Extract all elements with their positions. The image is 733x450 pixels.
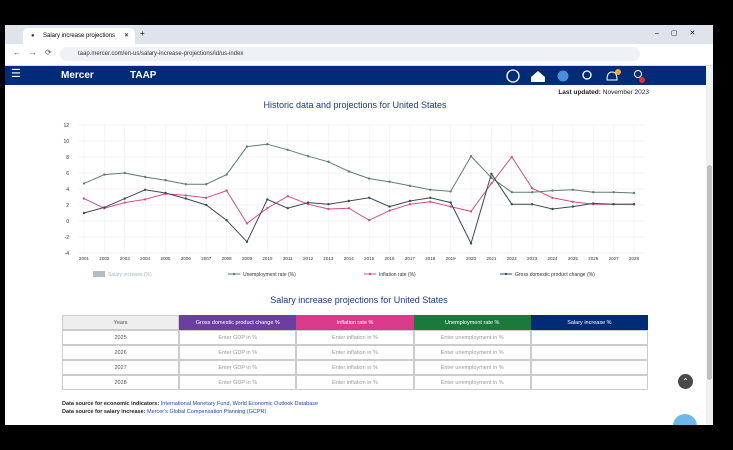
input-cell[interactable]: Enter inflation in % xyxy=(296,345,414,360)
badge xyxy=(639,77,645,83)
url: taap.mercer.com/en-us/salary-increase-pr… xyxy=(78,51,244,57)
last-updated-label: Last updated: xyxy=(558,89,601,96)
input-cell[interactable]: Enter unemployment in % xyxy=(413,360,531,375)
tab[interactable]: ● Salary increase projections ✕ xyxy=(23,28,135,44)
chat-button[interactable] xyxy=(673,414,697,425)
search-icon[interactable] xyxy=(582,70,592,80)
year-cell: 2028 xyxy=(62,375,180,390)
bell-icon[interactable] xyxy=(606,71,618,81)
sources: Data source for economic indicators: Int… xyxy=(62,400,318,416)
input-cell[interactable]: Enter unemployment in % xyxy=(413,345,531,360)
new-tab[interactable]: + xyxy=(140,29,145,38)
table-header: Gross domestic product change % xyxy=(179,315,297,330)
year-cell: 2025 xyxy=(62,330,180,345)
tab-icon: ● xyxy=(31,33,35,39)
input-cell[interactable] xyxy=(530,345,648,360)
source-line: Data source for salary increase: Mercer'… xyxy=(62,408,318,416)
input-cell[interactable]: Enter GDP in % xyxy=(179,360,297,375)
source-link[interactable]: Mercer's Global Compensation Planning (G… xyxy=(147,409,267,415)
input-cell[interactable]: Enter inflation in % xyxy=(296,360,414,375)
source-link[interactable]: International Monetary Fund, World Econo… xyxy=(160,401,319,407)
scroll-thumb[interactable] xyxy=(707,165,712,380)
input-cell[interactable] xyxy=(530,360,648,375)
nav-buttons[interactable]: ←→⟳ xyxy=(13,48,60,57)
info-icon[interactable] xyxy=(506,69,520,83)
address-bar[interactable]: taap.mercer.com/en-us/salary-increase-pr… xyxy=(60,47,640,61)
nav-icons xyxy=(506,69,645,83)
table-header: Salary increase % xyxy=(530,315,648,330)
scroll-top-button[interactable]: ⌃ xyxy=(678,374,693,389)
last-updated: Last updated: November 2023 xyxy=(558,89,649,96)
input-cell[interactable]: Enter GDP in % xyxy=(179,375,297,390)
tab-title: Salary increase projections xyxy=(43,33,116,39)
address-bar-row: ←→⟳ taap.mercer.com/en-us/salary-increas… xyxy=(5,44,713,66)
source-label: Data source for salary increase: xyxy=(62,409,146,415)
browser-window: ● Salary increase projections ✕ + –▢✕ ←→… xyxy=(5,25,713,425)
input-cell[interactable] xyxy=(530,330,648,345)
input-cell[interactable]: Enter inflation in % xyxy=(296,330,414,345)
badge xyxy=(615,69,621,75)
input-cell[interactable]: Enter unemployment in % xyxy=(413,330,531,345)
home-icon[interactable] xyxy=(531,71,545,82)
last-updated-value: November 2023 xyxy=(602,89,649,96)
table-header: Inflation rate % xyxy=(296,315,414,330)
input-cell[interactable]: Enter inflation in % xyxy=(296,375,414,390)
tab-close[interactable]: ✕ xyxy=(123,33,129,39)
year-cell: 2027 xyxy=(62,360,180,375)
window-controls[interactable]: –▢✕ xyxy=(655,30,708,37)
source-line: Data source for economic indicators: Int… xyxy=(62,400,318,408)
tab-bar: ● Salary increase projections ✕ + –▢✕ xyxy=(5,25,713,44)
menu-icon[interactable]: ☰ xyxy=(11,68,21,80)
table-title: Salary increase projections for United S… xyxy=(270,295,448,305)
input-cell[interactable]: Enter unemployment in % xyxy=(413,375,531,390)
app-name: TAAP xyxy=(130,70,157,81)
input-cell[interactable]: Enter GDP in % xyxy=(179,330,297,345)
source-label: Data source for economic indicators: xyxy=(62,401,160,407)
input-cell[interactable]: Enter GDP in % xyxy=(179,345,297,360)
nav-bar: ☰ Mercer TAAP xyxy=(5,66,706,85)
brand[interactable]: Mercer xyxy=(61,70,94,81)
user-icon[interactable] xyxy=(634,70,642,78)
input-cell[interactable] xyxy=(530,375,648,390)
table-header: Unemployment rate % xyxy=(413,315,531,330)
table-header: Years xyxy=(62,315,180,330)
year-cell: 2026 xyxy=(62,345,180,360)
globe-icon[interactable] xyxy=(557,70,569,82)
